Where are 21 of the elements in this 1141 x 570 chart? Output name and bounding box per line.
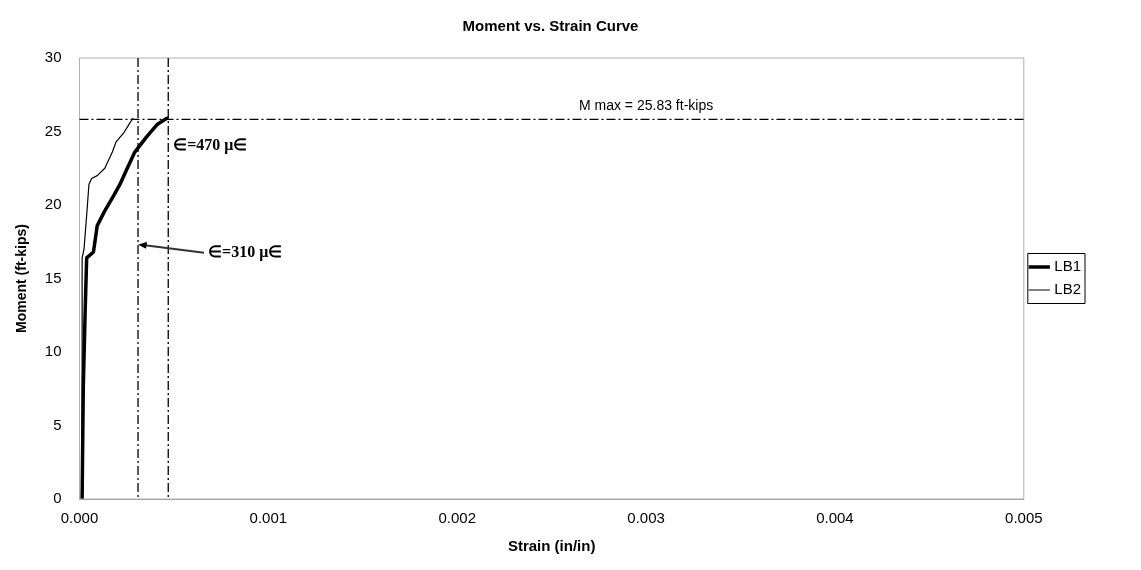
y-tick-label: 0: [53, 489, 62, 507]
x-tick-label: 0.002: [438, 509, 476, 527]
x-tick-label: 0.000: [60, 509, 99, 527]
y-tick-label: 30: [44, 48, 62, 66]
y-tick-label: 10: [44, 342, 62, 360]
y-tick-label: 20: [44, 195, 62, 213]
x-tick-label: 0.005: [1005, 509, 1043, 527]
y-axis-title: Moment (ft-kips): [13, 224, 30, 333]
ref-line-label: M max = 25.83 ft-kips: [578, 97, 714, 114]
x-tick-label: 0.004: [816, 509, 854, 527]
legend-label: LB2: [1054, 280, 1082, 298]
x-tick-label: 0.001: [249, 509, 288, 527]
x-axis-title: Strain (in/in): [507, 537, 596, 555]
legend-label: LB1: [1054, 257, 1082, 275]
ref-line-label: ∈=470 μ∈: [173, 136, 248, 155]
y-tick-label: 25: [44, 121, 62, 139]
chart-title: Moment vs. Strain Curve: [462, 17, 639, 35]
y-tick-label: 5: [53, 415, 62, 433]
y-tick-label: 15: [44, 268, 62, 286]
annotation: ∈=310 μ∈: [208, 242, 283, 261]
x-tick-label: 0.003: [627, 509, 665, 527]
